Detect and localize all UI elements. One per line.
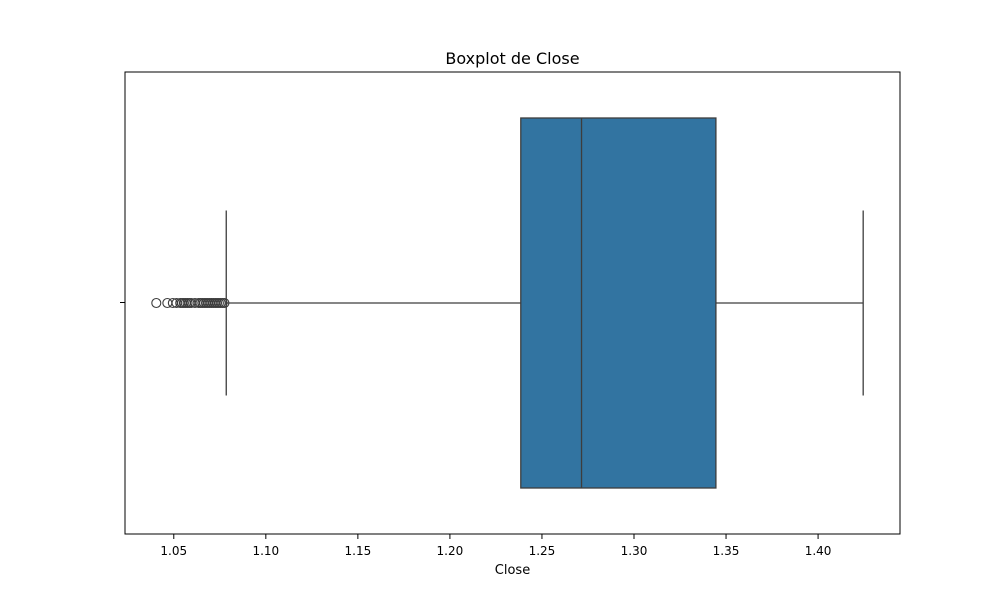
chart-title: Boxplot de Close <box>445 49 579 68</box>
x-tick-label: 1.15 <box>345 544 372 558</box>
plot-area <box>151 117 864 489</box>
outlier-point <box>219 297 230 309</box>
x-axis-label: Close <box>495 563 530 578</box>
x-tick-label: 1.40 <box>805 544 832 558</box>
x-axis: 1.05 1.10 1.15 1.20 1.25 1.30 1.35 1.40 <box>160 534 831 558</box>
iqr-box <box>520 117 717 489</box>
x-tick-label: 1.35 <box>713 544 740 558</box>
x-tick-label: 1.30 <box>621 544 648 558</box>
x-tick-label: 1.10 <box>252 544 279 558</box>
x-tick-label: 1.05 <box>160 544 187 558</box>
outlier-point <box>151 297 162 309</box>
x-tick-label: 1.25 <box>529 544 556 558</box>
x-tick-label: 1.20 <box>437 544 464 558</box>
outlier-point <box>162 297 173 309</box>
